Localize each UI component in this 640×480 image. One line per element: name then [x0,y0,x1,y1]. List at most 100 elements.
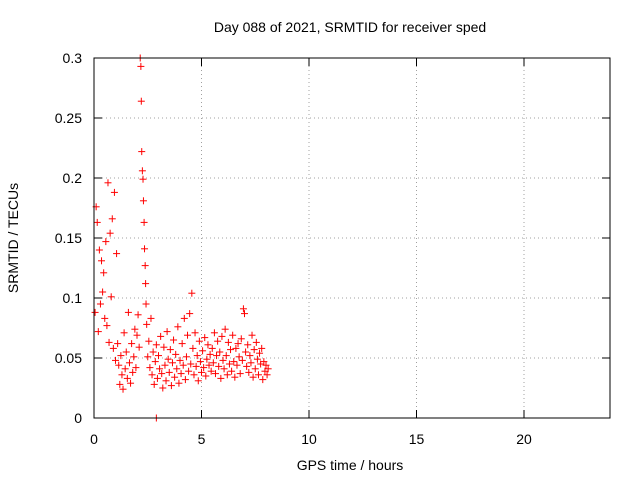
data-point [156,365,164,373]
data-point [222,352,230,360]
data-point [112,356,119,364]
data-point [213,352,221,360]
data-point [218,332,226,340]
data-point [179,361,187,369]
data-point [122,348,130,356]
data-point [210,329,218,337]
data-point [241,310,248,318]
data-point [263,371,271,379]
data-point [206,350,214,358]
data-point [140,218,148,226]
data-point [177,370,185,378]
data-point [133,331,141,339]
data-point [215,362,223,370]
data-point [229,331,237,339]
data-point [175,379,183,387]
data-point [230,358,238,366]
data-point [117,352,125,360]
data-point [135,343,143,351]
data-point [105,338,113,346]
data-point [161,361,169,369]
data-point [130,353,138,361]
data-point [123,374,131,382]
data-point [141,245,149,253]
data-point [155,352,162,360]
data-point [98,257,106,265]
data-point [224,338,232,346]
data-point [201,334,209,342]
data-point [180,314,188,322]
y-tick-label: 0 [74,410,82,426]
data-point [164,355,172,363]
data-point [166,346,174,354]
data-point [137,97,145,105]
data-point [96,300,104,308]
data-point [245,368,253,376]
data-point [152,341,160,349]
data-point [199,347,207,355]
data-point [227,346,235,354]
data-point [237,335,245,343]
data-point [189,344,197,352]
data-point [174,323,182,331]
data-point [148,371,156,379]
data-point [109,344,117,352]
data-point [260,358,268,366]
data-point [216,348,224,356]
data-point [91,308,99,316]
data-point [221,325,229,333]
data-point [209,359,217,367]
data-point [231,373,239,381]
data-point [205,361,213,369]
data-point [243,362,251,370]
data-point [142,280,150,288]
ticks [93,57,610,419]
data-point [186,310,194,318]
x-axis-label: GPS time / hours [297,457,404,473]
data-point [110,188,118,196]
data-point [103,322,111,330]
data-point [102,238,110,246]
data-point [228,367,236,375]
chart-title: Day 088 of 2021, SRMTID for receiver spe… [214,19,486,35]
data-point [217,374,225,382]
grid [94,58,610,418]
data-point [211,370,219,378]
data-point [101,314,109,322]
data-point [95,246,103,254]
data-point [147,314,155,322]
data-point [187,360,195,368]
data-point [259,376,267,384]
data-point [184,331,192,339]
data-point [157,332,165,340]
data-point [143,320,151,328]
data-point [195,337,203,345]
data-point [181,376,189,384]
data-points [91,54,272,422]
data-point [248,331,256,339]
y-tick-label: 0.3 [63,50,83,66]
data-point [145,337,153,345]
data-point [171,373,179,381]
data-point [208,344,216,352]
data-point [234,340,242,348]
data-point [193,352,201,360]
data-point [94,328,102,336]
data-point [185,367,193,375]
data-point [225,360,233,368]
data-point [196,358,204,366]
data-point [250,346,258,354]
data-point [116,380,124,388]
data-point [258,344,266,352]
data-point [120,329,128,337]
data-point [159,384,167,392]
data-point [236,370,244,378]
data-point [108,215,116,223]
y-axis-label: SRMTID / TECUs [5,183,21,293]
data-point [163,328,171,336]
data-point [254,371,262,379]
plot-frame [93,57,611,419]
data-point [170,336,178,344]
data-point [176,356,184,364]
data-point [244,341,252,349]
